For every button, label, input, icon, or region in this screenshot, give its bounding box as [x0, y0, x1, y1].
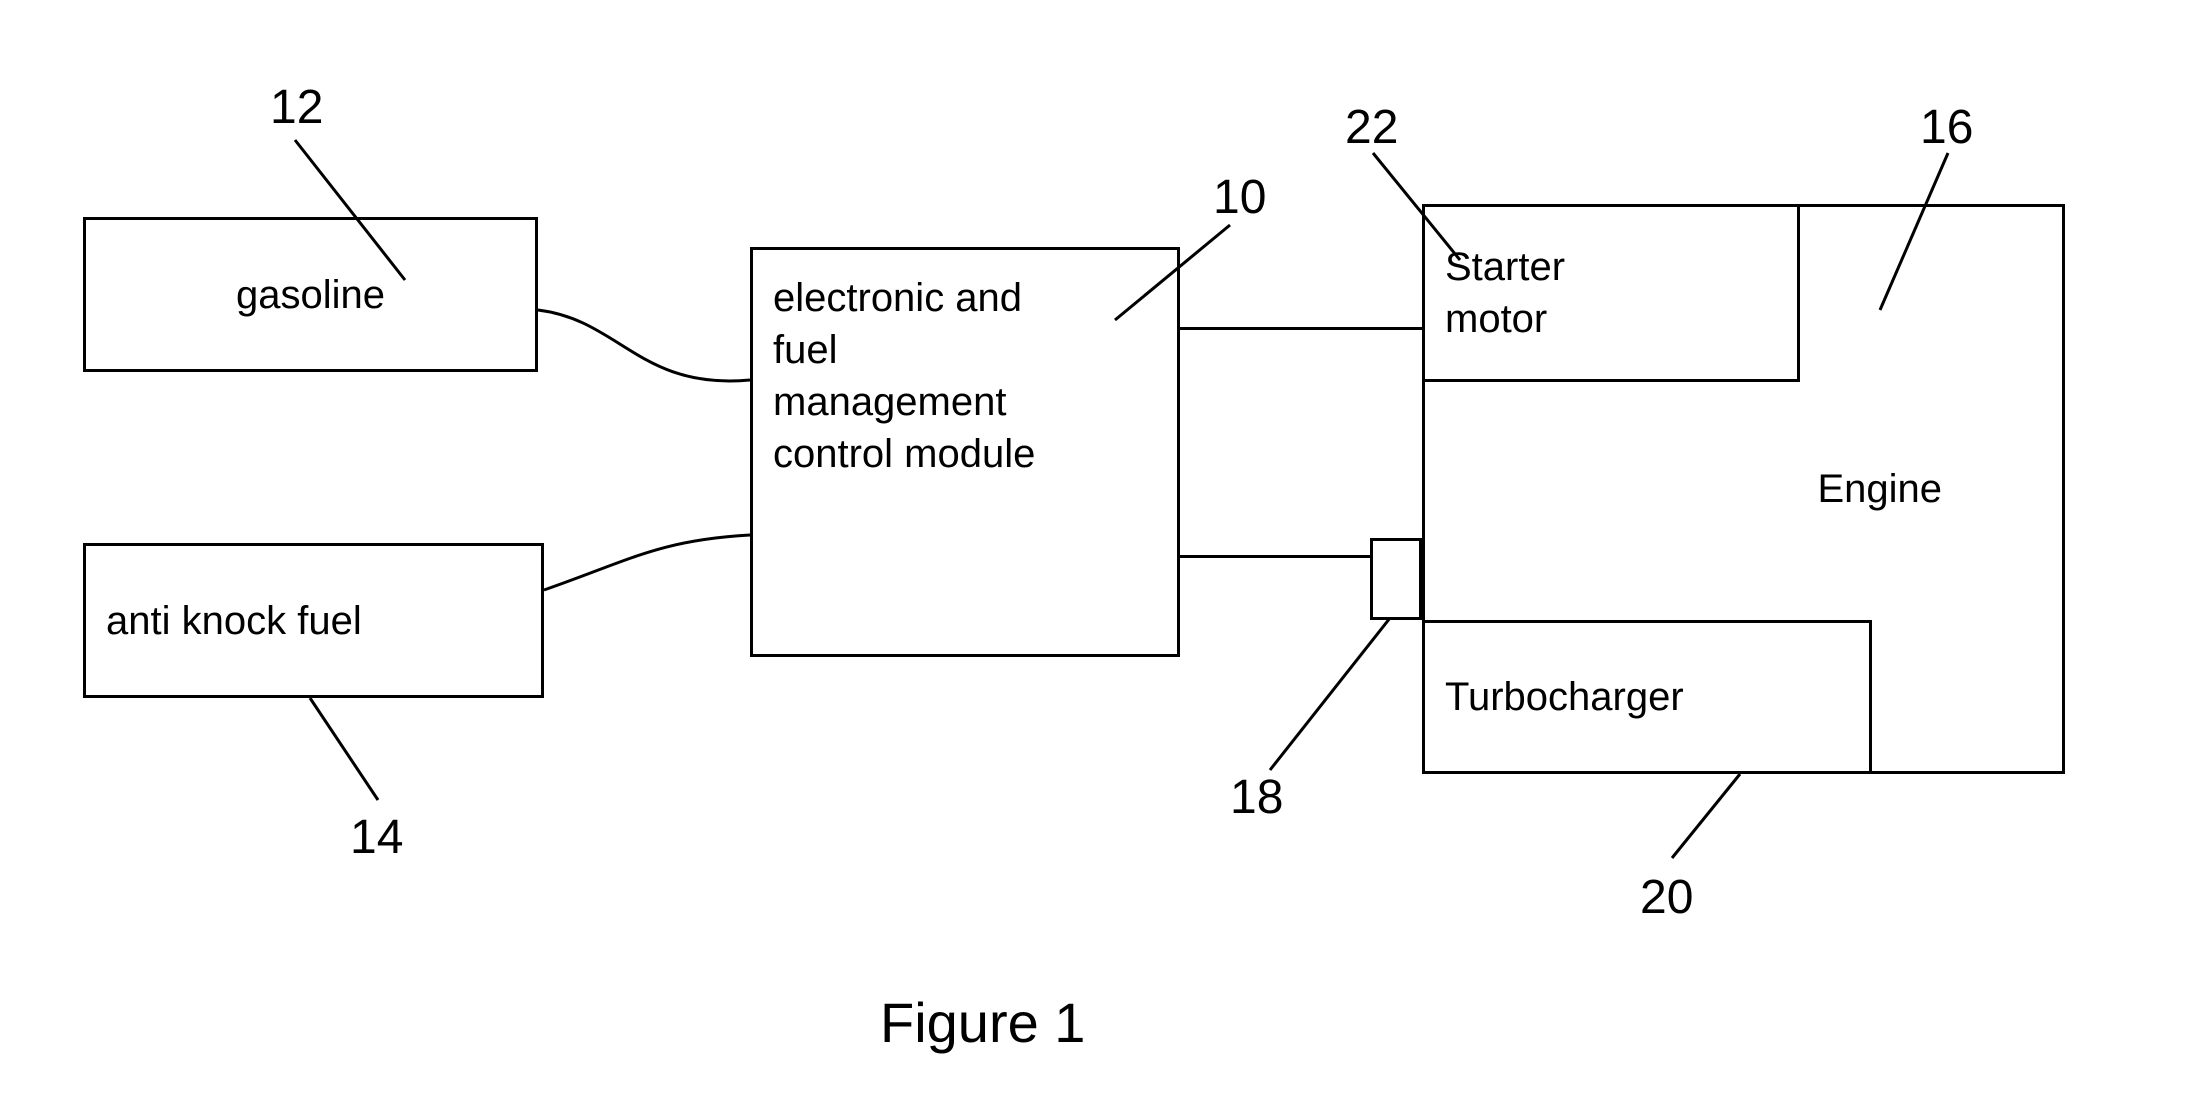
leader-20	[1672, 774, 1740, 858]
leader-12	[295, 140, 405, 280]
leader-16	[1880, 153, 1948, 310]
leader-22	[1373, 153, 1460, 260]
leader-10	[1115, 225, 1230, 320]
figure-caption: Figure 1	[880, 990, 1085, 1055]
leader-lines	[0, 0, 2187, 1116]
leader-14	[310, 698, 378, 800]
leader-18	[1270, 618, 1390, 770]
